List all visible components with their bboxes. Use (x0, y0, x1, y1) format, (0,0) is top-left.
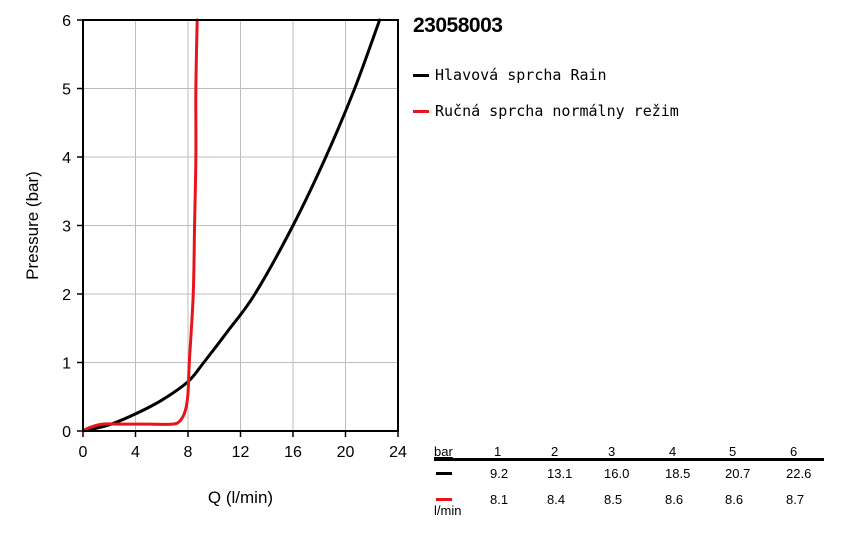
x-tick-label: 16 (284, 444, 302, 461)
x-tick-label: 0 (79, 444, 88, 461)
y-tick-label: 1 (62, 356, 71, 373)
y-tick-label: 5 (62, 82, 71, 99)
legend-item-hand-shower: Ručná sprcha normálny režim (413, 100, 679, 122)
table-cell: 8.4 (547, 492, 566, 507)
x-tick-label: 24 (389, 444, 407, 461)
table-cell: 8.7 (786, 492, 805, 507)
x-tick-label: 4 (131, 444, 140, 461)
table-pressure-header: 3 (608, 444, 616, 459)
y-tick-label: 6 (62, 13, 71, 30)
table-header-label: bar (434, 444, 453, 459)
table-pressure-header: 6 (790, 444, 798, 459)
table-cell: 8.5 (604, 492, 623, 507)
table-pressure-header: 5 (729, 444, 737, 459)
y-tick-label: 0 (62, 424, 71, 441)
table-pressure-header: 2 (551, 444, 559, 459)
product-id: 23058003 (413, 14, 503, 37)
table-cell: 22.6 (786, 466, 812, 481)
table-pressure-header: 4 (669, 444, 677, 459)
grid (77, 19, 399, 437)
y-tick-label: 2 (62, 287, 71, 304)
table-pressure-header: 1 (494, 444, 502, 459)
table-cell: 13.1 (547, 466, 573, 481)
x-tick-label: 20 (337, 444, 355, 461)
table-swatch-red (436, 498, 452, 501)
y-tick-label: 3 (62, 219, 71, 236)
legend-swatch-red (413, 109, 429, 113)
y-tick-label: 4 (62, 150, 71, 167)
table-cell: 8.1 (490, 492, 509, 507)
table-rule (434, 458, 824, 461)
series-lines (81, 18, 382, 433)
x-tick-label: 12 (232, 444, 250, 461)
plot-frame (82, 19, 399, 432)
table-cell: 9.2 (490, 466, 509, 481)
table-cell: 16.0 (604, 466, 630, 481)
legend-item-rain: Hlavová sprcha Rain (413, 64, 607, 86)
series-line-hand-shower (81, 18, 199, 433)
y-axis-label: Pressure (bar) (23, 171, 42, 280)
table-swatch-black (436, 472, 452, 475)
legend-label: Ručná sprcha normálny režim (435, 102, 679, 120)
table-cell: 8.6 (665, 492, 684, 507)
x-axis-label: Q (l/min) (208, 488, 273, 507)
x-tick-label: 8 (184, 444, 193, 461)
table-cell: 18.5 (665, 466, 691, 481)
series-line-rain (81, 18, 382, 433)
legend-label: Hlavová sprcha Rain (435, 66, 607, 84)
table-unit-label: l/min (434, 503, 462, 518)
table-cell: 8.6 (725, 492, 744, 507)
table-cell: 20.7 (725, 466, 751, 481)
legend-swatch-black (413, 73, 429, 77)
